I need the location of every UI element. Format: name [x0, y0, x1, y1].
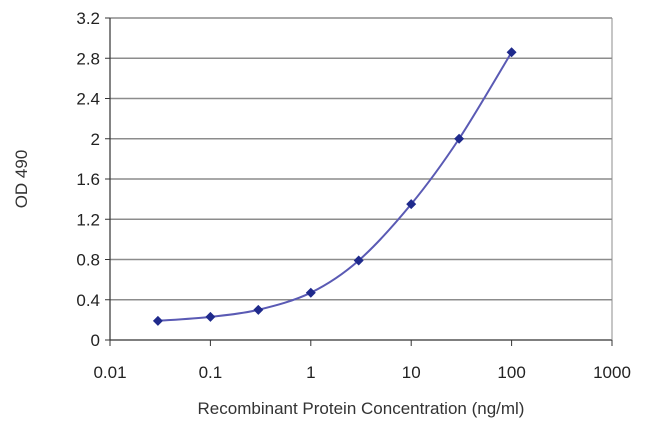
x-tick-label: 100 — [497, 363, 525, 382]
data-point-marker — [506, 47, 517, 58]
data-point-marker — [353, 255, 364, 266]
data-point-marker — [152, 315, 163, 326]
x-tick-label: 0.01 — [93, 363, 126, 382]
y-tick-label: 1.2 — [76, 210, 100, 229]
y-tick-label: 2.8 — [76, 49, 100, 68]
y-tick-label: 0.8 — [76, 251, 100, 270]
y-tick-label: 2.4 — [76, 90, 100, 109]
x-tick-labels: 0.01 0.1 1 10 100 1000 — [93, 363, 630, 382]
data-point-marker — [406, 199, 417, 210]
x-tick-label: 0.1 — [199, 363, 223, 382]
y-axis-title: OD 490 — [12, 150, 31, 209]
x-tick-label: 1 — [306, 363, 315, 382]
axes — [105, 17, 613, 346]
series-layer — [152, 47, 517, 326]
y-tick-label: 0 — [91, 331, 100, 350]
data-point-marker — [305, 287, 316, 298]
data-point-marker — [454, 133, 465, 144]
y-tick-label: 3.2 — [76, 9, 100, 28]
data-point-marker — [205, 311, 216, 322]
y-tick-labels: 0 0.4 0.8 1.2 1.6 2 2.4 2.8 3.2 — [76, 9, 100, 350]
y-tick-label: 1.6 — [76, 170, 100, 189]
x-tick-label: 10 — [402, 363, 421, 382]
x-axis-title: Recombinant Protein Concentration (ng/ml… — [198, 399, 525, 418]
y-tick-label: 0.4 — [76, 291, 100, 310]
data-point-marker — [253, 304, 264, 315]
x-tick-label: 1000 — [593, 363, 631, 382]
y-tick-label: 2 — [91, 130, 100, 149]
